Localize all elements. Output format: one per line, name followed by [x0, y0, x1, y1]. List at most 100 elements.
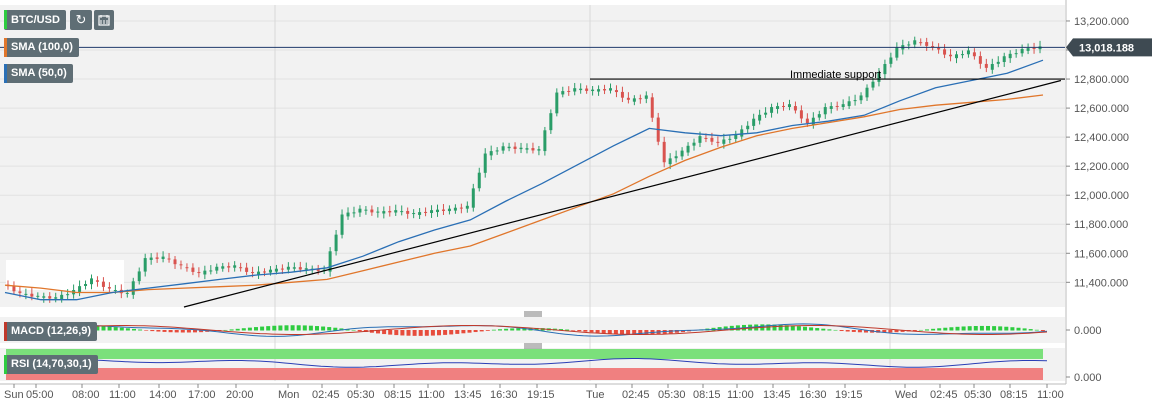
candle-body — [710, 137, 714, 142]
macd-bar — [315, 326, 319, 331]
candle-body — [829, 106, 833, 109]
candle-body — [107, 287, 111, 289]
macd-bar — [1004, 326, 1009, 331]
candle-body — [125, 292, 129, 294]
macd-bar — [516, 328, 521, 331]
macd-bar — [955, 326, 960, 331]
candle-body — [1020, 48, 1024, 54]
macd-bar — [827, 329, 832, 331]
x-tick-label: 08:15 — [384, 389, 412, 401]
candle-body — [406, 210, 410, 214]
macd-bar — [266, 326, 271, 331]
candle-body — [978, 56, 982, 64]
macd-bar — [461, 330, 466, 334]
calendar-icon[interactable] — [94, 10, 114, 30]
candle-body — [436, 209, 439, 213]
candle-body — [716, 141, 720, 143]
x-tick-label: 08:15 — [1000, 389, 1028, 401]
candle-body — [358, 208, 362, 213]
x-tick-label: 13:45 — [763, 389, 791, 401]
macd-bar — [943, 327, 948, 331]
candle-body — [465, 205, 469, 209]
candle-body — [245, 267, 249, 272]
macd-bar — [125, 328, 130, 331]
candle-body — [54, 297, 58, 299]
macd-label[interactable]: MACD (12,26,9) — [4, 322, 98, 341]
candle-body — [418, 212, 422, 215]
macd-bar — [979, 325, 984, 331]
candle-body — [764, 112, 768, 115]
candle-body — [24, 293, 28, 295]
candle-body — [268, 269, 272, 273]
candle-body — [286, 266, 290, 270]
macd-bar — [95, 325, 100, 331]
candle-body — [143, 258, 147, 272]
candle-body — [955, 54, 958, 59]
candle-body — [555, 92, 559, 114]
rsi-label[interactable]: RSI (14,70,30,1) — [4, 355, 98, 374]
candle-body — [1032, 47, 1036, 49]
y-tick-label: 12,600.000 — [1074, 103, 1129, 115]
candle-body — [674, 156, 678, 159]
candle-body — [835, 105, 839, 107]
macd-bar — [1028, 329, 1033, 331]
candle-body — [257, 271, 261, 275]
candle-body — [364, 209, 368, 211]
candle-body — [394, 210, 398, 213]
macd-bar — [327, 327, 332, 331]
macd-bar — [382, 330, 387, 335]
rsi-line — [9, 358, 1048, 368]
candle-body — [644, 95, 648, 99]
candle-body — [233, 265, 237, 268]
candle-body — [585, 88, 589, 91]
candlesticks — [6, 36, 1042, 303]
sma100-label[interactable]: SMA (100,0) — [4, 38, 79, 57]
macd-bar — [522, 327, 527, 331]
sma50-text: SMA (50,0) — [11, 67, 67, 79]
candle-body — [95, 280, 99, 282]
x-tick-label: 08:00 — [72, 389, 100, 401]
candle-body — [567, 90, 571, 92]
sma50-label[interactable]: SMA (50,0) — [4, 64, 73, 83]
candle-body — [370, 209, 374, 213]
candle-body — [376, 211, 380, 213]
macd-bar — [809, 327, 814, 331]
rsi-swatch — [4, 355, 7, 374]
candle-body — [573, 88, 577, 92]
candle-body — [441, 209, 445, 211]
macd-text: MACD (12,26,9) — [11, 325, 92, 337]
candle-body — [495, 150, 499, 152]
candle-body — [113, 290, 117, 292]
macd-bar — [351, 329, 356, 331]
x-tick-label: 11:00 — [727, 389, 754, 401]
symbol-label[interactable]: BTC/USD — [4, 10, 66, 30]
price-tag-bg — [1066, 38, 1152, 57]
candle-body — [626, 97, 630, 100]
macd-bar — [290, 325, 295, 331]
macd-bar — [223, 329, 228, 331]
candle-body — [620, 91, 624, 98]
candle-body — [758, 114, 762, 121]
macd-bar — [778, 324, 783, 331]
candle-body — [149, 257, 153, 260]
candle-body — [36, 295, 40, 297]
macd-signal-line — [9, 325, 1048, 335]
candle-body — [984, 63, 988, 68]
candle-body — [18, 291, 22, 293]
macd-bar — [424, 330, 429, 336]
refresh-icon[interactable]: ↻ — [70, 10, 92, 30]
candle-body — [90, 278, 93, 285]
candle-body — [48, 296, 52, 299]
sma100-text: SMA (100,0) — [11, 41, 73, 53]
candle-body — [501, 146, 505, 151]
candle-body — [489, 151, 493, 156]
macd-bar — [278, 325, 283, 331]
candle-body — [334, 234, 338, 252]
macd-bar — [583, 330, 588, 332]
candle-body — [680, 150, 684, 157]
candle-body — [907, 44, 911, 46]
price-tag-text: 13,018.188 — [1079, 42, 1134, 54]
macd-bar — [864, 330, 868, 333]
